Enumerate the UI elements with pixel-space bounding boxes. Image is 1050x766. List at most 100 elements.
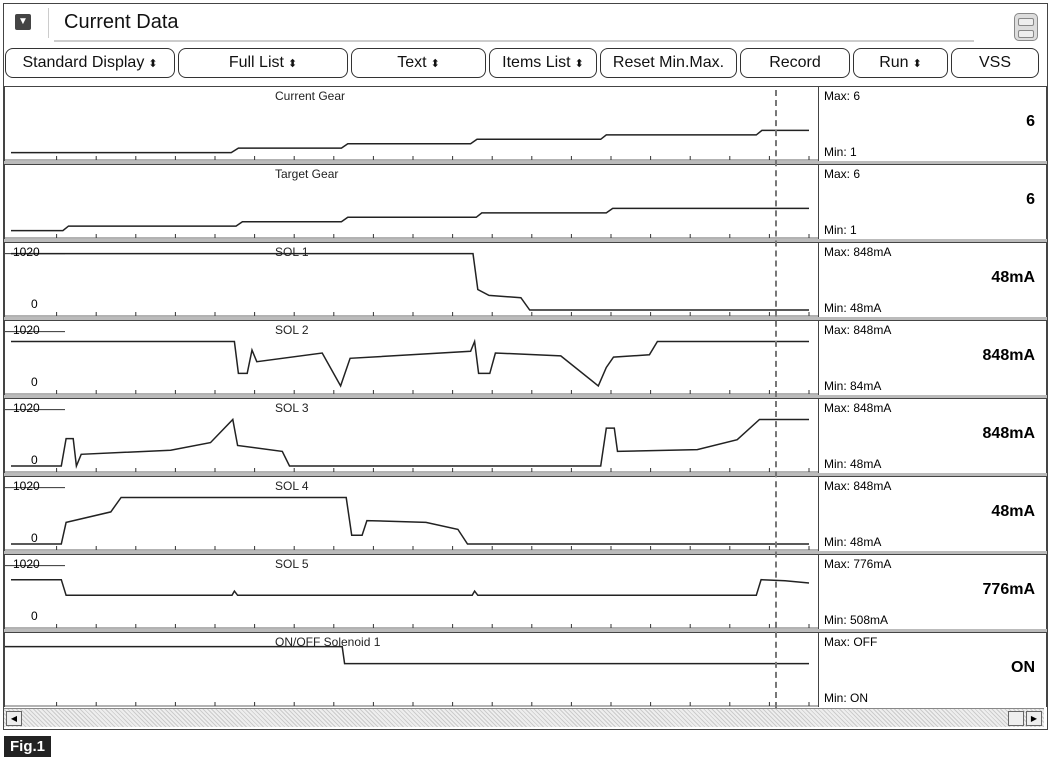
- graph-panel[interactable]: SOL 3 1020 0 Max: 848mA 848mA Min: 48mA: [4, 398, 1047, 473]
- updown-arrow-icon: ⬍: [148, 57, 158, 70]
- triangle-down-icon[interactable]: ▼: [15, 14, 31, 30]
- arrow-left-icon[interactable]: ◀: [6, 711, 22, 726]
- graph-plot: [5, 129, 818, 161]
- graph-title: SOL 5: [275, 557, 309, 571]
- value-readout: Max: 848mA 48mA Min: 48mA: [818, 477, 1049, 551]
- divider: [54, 40, 974, 42]
- data-graphs: Current Gear Max: 6 6 Min: 1 Target Gear …: [4, 86, 1047, 707]
- toolbar-button-reset-min-max[interactable]: Reset Min.Max.: [600, 48, 737, 78]
- value-readout: Max: 848mA 48mA Min: 48mA: [818, 243, 1049, 317]
- graph-plot: [5, 252, 818, 317]
- y-min-label: 0: [31, 609, 38, 623]
- y-max-label: 1020: [13, 557, 40, 571]
- y-min-label: 0: [31, 297, 38, 311]
- current-value: ON: [1011, 659, 1035, 676]
- updown-arrow-icon: ⬍: [430, 57, 440, 70]
- max-value: Max: 776mA: [824, 557, 892, 571]
- y-max-label: 1020: [13, 323, 40, 337]
- divider: [48, 8, 49, 38]
- data-trace: [11, 207, 809, 232]
- current-value: 848mA: [982, 347, 1035, 364]
- min-value: Min: 84mA: [824, 379, 882, 393]
- toolbar-button-run[interactable]: Run ⬍: [853, 48, 948, 78]
- graph-panel[interactable]: SOL 4 1020 0 Max: 848mA 48mA Min: 48mA: [4, 476, 1047, 551]
- min-value: Min: ON: [824, 691, 869, 705]
- graph-title: Target Gear: [275, 167, 339, 181]
- y-min-label: 0: [31, 531, 38, 545]
- graph-title: SOL 3: [275, 401, 309, 415]
- graph-title: SOL 2: [275, 323, 309, 337]
- graph-plot: [5, 565, 818, 629]
- y-min-label: 0: [31, 453, 38, 467]
- graph-panel[interactable]: SOL 2 1020 0 Max: 848mA 848mA Min: 84mA: [4, 320, 1047, 395]
- toolbar-button-vss[interactable]: VSS: [951, 48, 1039, 78]
- window-title: Current Data: [64, 11, 179, 33]
- max-value: Max: 848mA: [824, 245, 892, 259]
- updown-arrow-icon: ⬍: [574, 57, 584, 70]
- button-label: Standard Display: [22, 54, 145, 71]
- arrow-right-icon[interactable]: ▶: [1026, 711, 1042, 726]
- max-value: Max: OFF: [824, 635, 878, 649]
- button-label: Text: [397, 54, 427, 71]
- data-trace: [5, 645, 809, 665]
- updown-arrow-icon: ⬍: [912, 57, 922, 70]
- horizontal-scrollbar[interactable]: ◀ ▶: [4, 708, 1044, 727]
- toolbar-button-text[interactable]: Text ⬍: [351, 48, 486, 78]
- y-max-label: 1020: [13, 401, 40, 415]
- list-menu-icon[interactable]: [1014, 13, 1038, 41]
- min-value: Min: 48mA: [824, 535, 882, 549]
- graph-title: SOL 1: [275, 245, 309, 259]
- min-value: Min: 1: [824, 145, 857, 159]
- button-label: Items List: [502, 54, 571, 71]
- figure-label: Fig.1: [4, 736, 52, 757]
- graph-panel[interactable]: SOL 1 1020 0 Max: 848mA 48mA Min: 48mA: [4, 242, 1047, 317]
- min-value: Min: 508mA: [824, 613, 889, 627]
- graph-panel[interactable]: ON/OFF Solenoid 1 Max: OFF ON Min: ON: [4, 632, 1047, 707]
- button-label: Record: [769, 54, 821, 71]
- button-label: Run: [879, 54, 909, 71]
- graph-plot: [5, 409, 818, 473]
- graph-panel[interactable]: Current Gear Max: 6 6 Min: 1: [4, 86, 1047, 161]
- scroll-thumb[interactable]: [1008, 711, 1024, 726]
- graph-title: Current Gear: [275, 89, 346, 103]
- value-readout: Max: OFF ON Min: ON: [818, 633, 1049, 707]
- data-trace: [11, 578, 810, 597]
- toolbar-button-full-list[interactable]: Full List ⬍: [178, 48, 348, 78]
- max-value: Max: 848mA: [824, 401, 892, 415]
- max-value: Max: 6: [824, 89, 861, 103]
- value-readout: Max: 848mA 848mA Min: 48mA: [818, 399, 1049, 473]
- min-value: Min: 48mA: [824, 301, 882, 315]
- graph-plot: [5, 487, 818, 551]
- graph-panel[interactable]: SOL 5 1020 0 Max: 776mA 776mA Min: 508mA: [4, 554, 1047, 629]
- time-cursor-line[interactable]: [775, 90, 777, 708]
- graph-plot: [5, 207, 818, 239]
- graph-plot: [5, 331, 818, 395]
- value-readout: Max: 776mA 776mA Min: 508mA: [818, 555, 1049, 629]
- graph-panel[interactable]: Target Gear Max: 6 6 Min: 1: [4, 164, 1047, 239]
- graph-plot: [5, 645, 818, 707]
- toolbar: Standard Display ⬍ Full List ⬍ Text ⬍ Items Li…: [5, 48, 1039, 80]
- button-label: Full List: [228, 54, 284, 71]
- y-max-label: 1020: [13, 479, 40, 493]
- current-value: 6: [1026, 113, 1035, 130]
- toolbar-button-record[interactable]: Record: [740, 48, 850, 78]
- current-value: 48mA: [991, 503, 1035, 520]
- data-trace: [11, 129, 809, 154]
- value-readout: Max: 848mA 848mA Min: 84mA: [818, 321, 1049, 395]
- y-max-label: 1020: [13, 245, 40, 259]
- min-value: Min: 1: [824, 223, 857, 237]
- data-trace: [11, 338, 809, 388]
- current-value: 48mA: [991, 269, 1035, 286]
- max-value: Max: 848mA: [824, 323, 892, 337]
- toolbar-button-items-list[interactable]: Items List ⬍: [489, 48, 597, 78]
- graph-title: ON/OFF Solenoid 1: [275, 635, 381, 649]
- graph-title: SOL 4: [275, 479, 309, 493]
- y-min-label: 0: [31, 375, 38, 389]
- button-label: VSS: [978, 54, 1011, 71]
- current-value: 848mA: [982, 425, 1035, 442]
- data-trace: [11, 252, 809, 311]
- value-readout: Max: 6 6 Min: 1: [818, 165, 1049, 239]
- data-trace: [11, 417, 809, 469]
- max-value: Max: 6: [824, 167, 861, 181]
- toolbar-button-standard-display[interactable]: Standard Display ⬍: [5, 48, 175, 78]
